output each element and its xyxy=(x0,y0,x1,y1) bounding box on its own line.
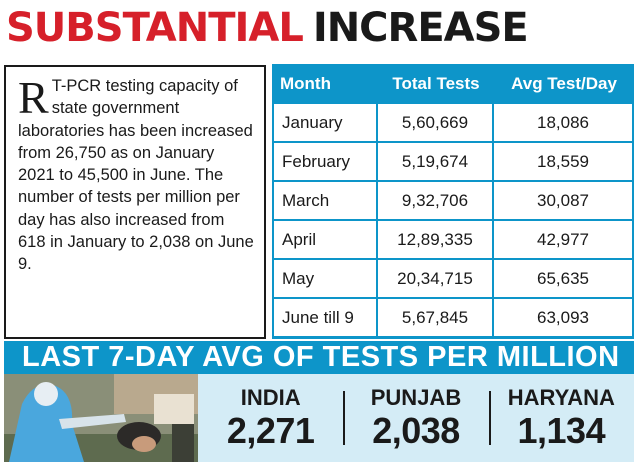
cell-total: 5,67,845 xyxy=(378,299,494,338)
cell-total: 12,89,335 xyxy=(378,221,494,260)
cell-avg: 42,977 xyxy=(494,221,634,260)
stat-name: HARYANA xyxy=(507,385,615,410)
drop-cap: R xyxy=(18,72,49,123)
header-month: Month xyxy=(280,74,331,93)
stat-haryana: HARYANA 1,134 xyxy=(488,385,634,451)
table-row: March 9,32,706 30,087 xyxy=(272,182,634,221)
cell-month: February xyxy=(272,143,378,182)
article-body: T-PCR testing capacity of state governme… xyxy=(18,77,254,274)
stat-india: INDIA 2,271 xyxy=(198,385,343,451)
table-header: Month Total Tests Avg Test/Day xyxy=(272,64,634,104)
stat-value: 2,271 xyxy=(226,410,315,451)
cell-avg: 30,087 xyxy=(494,182,634,221)
headline-part2: INCREASE xyxy=(312,5,529,51)
stat-value: 2,038 xyxy=(372,410,460,451)
header-avg-test-day: Avg Test/Day xyxy=(511,74,617,93)
cell-total: 20,34,715 xyxy=(378,260,494,299)
stats-panel: INDIA 2,271 PUNJAB 2,038 HARYANA 1,134 xyxy=(198,374,634,462)
data-table: Month Total Tests Avg Test/Day January 5… xyxy=(272,64,634,339)
cell-total: 5,19,674 xyxy=(378,143,494,182)
cell-avg: 18,559 xyxy=(494,143,634,182)
stat-value: 1,134 xyxy=(517,410,606,451)
testing-photo xyxy=(4,374,198,462)
cell-month: June till 9 xyxy=(272,299,378,338)
cell-avg: 63,093 xyxy=(494,299,634,338)
cell-month: April xyxy=(272,221,378,260)
cell-month: March xyxy=(272,182,378,221)
article-box: R T-PCR testing capacity of state governm… xyxy=(4,65,266,339)
stat-punjab: PUNJAB 2,038 xyxy=(343,385,488,451)
stat-name: PUNJAB xyxy=(370,385,462,410)
headline: SUBSTANTIAL INCREASE xyxy=(6,4,529,52)
banner: LAST 7-DAY AVG OF TESTS PER MILLION xyxy=(4,341,634,374)
table-row: May 20,34,715 65,635 xyxy=(272,260,634,299)
cell-total: 5,60,669 xyxy=(378,104,494,143)
cell-month: May xyxy=(272,260,378,299)
table-row: February 5,19,674 18,559 xyxy=(272,143,634,182)
cell-avg: 65,635 xyxy=(494,260,634,299)
cell-month: January xyxy=(272,104,378,143)
cell-total: 9,32,706 xyxy=(378,182,494,221)
header-total-tests: Total Tests xyxy=(392,74,480,93)
testing-photo-illustration xyxy=(4,374,198,462)
table-row: June till 9 5,67,845 63,093 xyxy=(272,299,634,338)
cell-avg: 18,086 xyxy=(494,104,634,143)
table-row: April 12,89,335 42,977 xyxy=(272,221,634,260)
stat-name: INDIA xyxy=(240,385,301,410)
headline-part1: SUBSTANTIAL xyxy=(6,5,304,51)
table-row: January 5,60,669 18,086 xyxy=(272,104,634,143)
